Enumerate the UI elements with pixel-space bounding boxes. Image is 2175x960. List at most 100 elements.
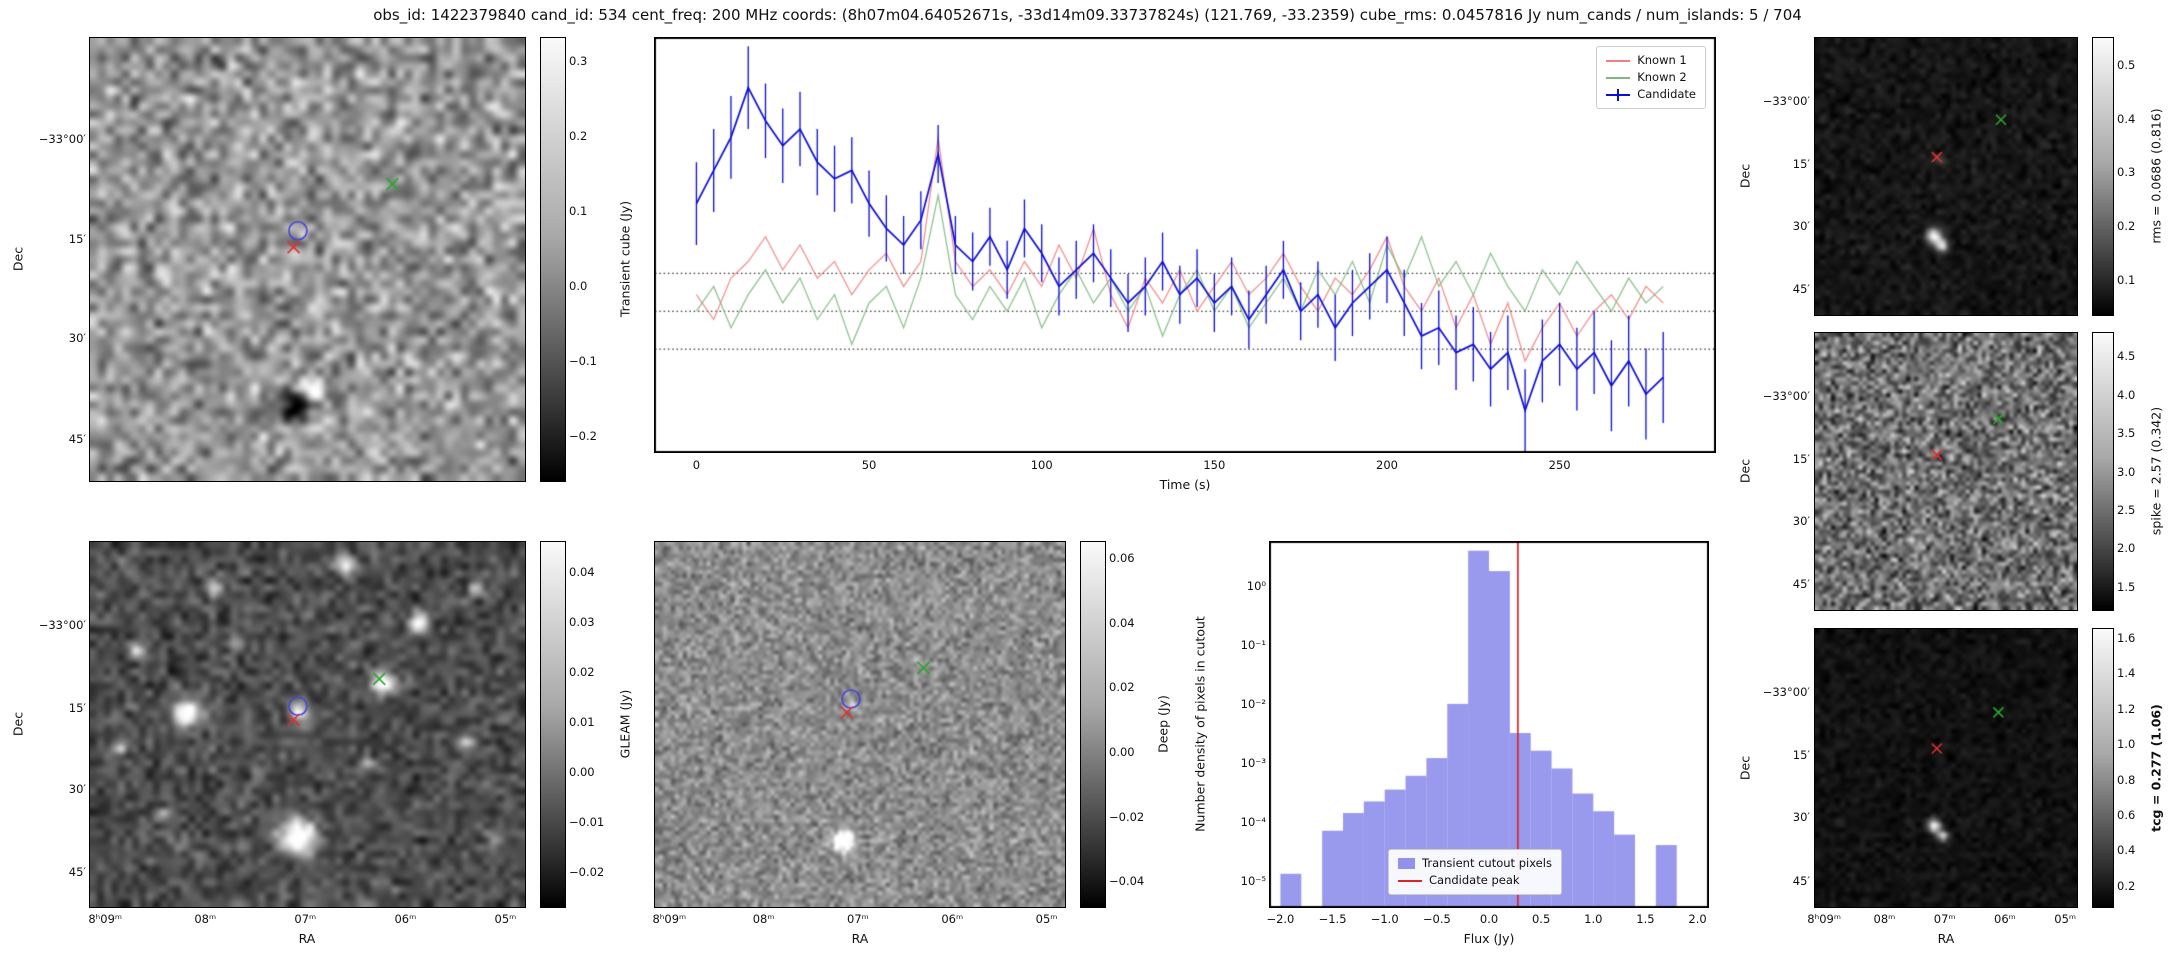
rms-colorbar-tick: 0.5 <box>2117 57 2136 72</box>
flux-tick: −1.0 <box>1370 912 1399 926</box>
flux-tick: 2.0 <box>1688 912 1707 926</box>
deep-colorbar-label: Deep (Jy) <box>1155 695 1171 753</box>
dec-axis-label: Dec <box>10 246 26 272</box>
rms-colorbar-tick: 0.1 <box>2117 273 2136 288</box>
spike-colorbar-tick: 3.0 <box>2117 464 2136 479</box>
spike-colorbar-ticks: 4.5 4.0 3.5 3.0 2.5 2.0 1.5 <box>2117 333 2157 610</box>
dec-tick-labels: −33°00′ 15′ 30′ 45′ <box>1755 629 1810 907</box>
gleam-colorbar-tick: −0.02 <box>569 865 605 879</box>
spike-colorbar-tick: 2.5 <box>2117 502 2136 517</box>
deep-colorbar-tick: 0.02 <box>1109 680 1135 695</box>
ra-axis-label: RA <box>1937 931 1955 946</box>
dec-tick: 15′ <box>1792 748 1810 763</box>
transient-colorbar-ticks: 0.3 0.2 0.1 0.0 −0.1 −0.2 <box>569 38 619 481</box>
legend-line-swatch <box>1606 72 1631 84</box>
panel-rms <box>1814 37 2078 316</box>
time-tick: 150 <box>1203 458 1226 472</box>
tcg-colorbar-tick: 0.4 <box>2117 843 2136 858</box>
flux-tick: 1.0 <box>1584 912 1603 926</box>
time-tick: 50 <box>861 458 877 472</box>
gleam-colorbar-tick: −0.01 <box>569 814 605 829</box>
transient-colorbar-tick: 0.3 <box>569 53 588 68</box>
tcg-colorbar-tick: 1.6 <box>2117 630 2136 645</box>
ra-tick: 07ᵐ <box>1933 912 1956 926</box>
histogram-y-tick: 10⁰ <box>1246 579 1266 594</box>
dec-tick: 45′ <box>1792 873 1810 888</box>
dec-tick: 30′ <box>1792 513 1810 528</box>
spike-colorbar-tick: 4.0 <box>2117 387 2136 402</box>
transient-colorbar-tick: 0.0 <box>569 278 588 293</box>
time-axis-label: Time (s) <box>1159 477 1211 492</box>
dec-tick: 30′ <box>68 331 86 346</box>
legend-patch-swatch <box>1398 858 1415 869</box>
ra-tick-labels: 8ʰ09ᵐ 08ᵐ 07ᵐ 06ᵐ 05ᵐ <box>652 912 1065 928</box>
flux-tick-labels: −2.0 −1.5 −1.0 −0.5 0.0 0.5 1.0 1.5 2.0 <box>1266 912 1708 928</box>
dec-tick: 15′ <box>68 232 86 247</box>
time-tick: 200 <box>1376 458 1398 472</box>
panel-flux-histogram: Transient cutout pixels Candidate peak <box>1269 541 1709 908</box>
ra-tick: 06ᵐ <box>1994 912 2016 926</box>
dec-tick: −33°00′ <box>1762 93 1810 108</box>
spike-colorbar-label: spike = 2.57 (0.342) <box>2148 406 2164 536</box>
dec-tick: 15′ <box>1792 156 1810 171</box>
rms-image <box>1814 37 2078 316</box>
ra-tick-labels: 8ʰ09ᵐ 08ᵐ 07ᵐ 06ᵐ 05ᵐ <box>88 912 525 928</box>
tcg-colorbar-tick: 0.6 <box>2117 807 2136 822</box>
ra-tick: 07ᵐ <box>847 912 869 926</box>
ra-tick: 8ʰ09ᵐ <box>88 912 123 926</box>
legend-line-swatch <box>1398 875 1422 887</box>
dec-tick-labels: −33°00′ 15′ 30′ 45′ <box>30 542 86 907</box>
transient-colorbar-tick: 0.2 <box>569 128 588 143</box>
time-tick: 250 <box>1548 458 1571 472</box>
dec-tick: 30′ <box>68 782 86 797</box>
rms-colorbar <box>2092 37 2114 316</box>
transient-colorbar <box>540 37 566 482</box>
deep-image <box>654 541 1066 908</box>
ra-tick: 05ᵐ <box>1035 912 1058 926</box>
flux-tick: 1.5 <box>1636 912 1655 926</box>
flux-tick: −0.5 <box>1422 912 1451 926</box>
ra-tick: 8ʰ09ᵐ <box>652 912 687 926</box>
dec-tick: 45′ <box>1792 281 1810 296</box>
spike-colorbar-tick: 4.5 <box>2117 349 2136 364</box>
ra-tick: 08ᵐ <box>752 912 775 926</box>
transient-colorbar-tick: 0.1 <box>569 203 588 218</box>
histogram-y-axis-label: Number density of pixels in cutout <box>1192 616 1208 832</box>
figure-title: obs_id: 1422379840 cand_id: 534 cent_fre… <box>373 6 1802 24</box>
flux-tick: −2.0 <box>1266 912 1295 926</box>
spike-colorbar-tick: 1.5 <box>2117 579 2136 594</box>
panel-transient-cube <box>89 37 526 482</box>
tcg-colorbar-label: tcg = 0.277 (1.06) <box>2148 704 2164 832</box>
dec-tick-labels: −33°00′ 15′ 30′ 45′ <box>30 38 86 481</box>
dec-tick: 30′ <box>1792 810 1810 825</box>
gleam-image <box>89 541 526 908</box>
gleam-colorbar-tick: 0.01 <box>569 715 595 729</box>
panel-light-curve: Known 1 Known 2 Candidate <box>654 37 1716 453</box>
gleam-colorbar-label: GLEAM (Jy) <box>617 689 633 759</box>
dec-tick: −33°00′ <box>1762 685 1810 700</box>
rms-colorbar-tick: 0.4 <box>2117 111 2136 126</box>
tcg-colorbar-tick: 1.0 <box>2117 737 2136 752</box>
rms-colorbar-tick: 0.2 <box>2117 219 2136 234</box>
tcg-colorbar-tick: 1.2 <box>2117 701 2136 716</box>
transient-colorbar-tick: −0.1 <box>569 353 597 368</box>
ra-tick-labels: 8ʰ09ᵐ 08ᵐ 07ᵐ 06ᵐ 05ᵐ <box>1807 912 2077 928</box>
spike-colorbar-tick: 2.0 <box>2117 541 2136 556</box>
transient-colorbar-label: Transient cube (Jy) <box>617 200 633 318</box>
flux-axis-label: Flux (Jy) <box>1463 931 1515 946</box>
legend-label: Candidate peak <box>1429 873 1520 887</box>
histogram-legend: Transient cutout pixels Candidate peak <box>1388 849 1562 895</box>
histogram-y-tick: 10⁻¹ <box>1240 638 1266 653</box>
dec-axis-label: Dec <box>10 711 26 737</box>
legend-entry: Candidate <box>1606 86 1696 103</box>
flux-tick: −1.5 <box>1318 912 1347 926</box>
spike-colorbar <box>2092 332 2114 611</box>
ra-tick: 8ʰ09ᵐ <box>1807 912 1842 926</box>
dec-tick: 45′ <box>1792 576 1810 591</box>
ra-tick: 05ᵐ <box>494 912 517 926</box>
light-curve-plot <box>654 37 1716 453</box>
ra-tick: 08ᵐ <box>1873 912 1896 926</box>
deep-colorbar-tick: −0.02 <box>1109 809 1145 824</box>
ra-tick: 06ᵐ <box>941 912 964 926</box>
